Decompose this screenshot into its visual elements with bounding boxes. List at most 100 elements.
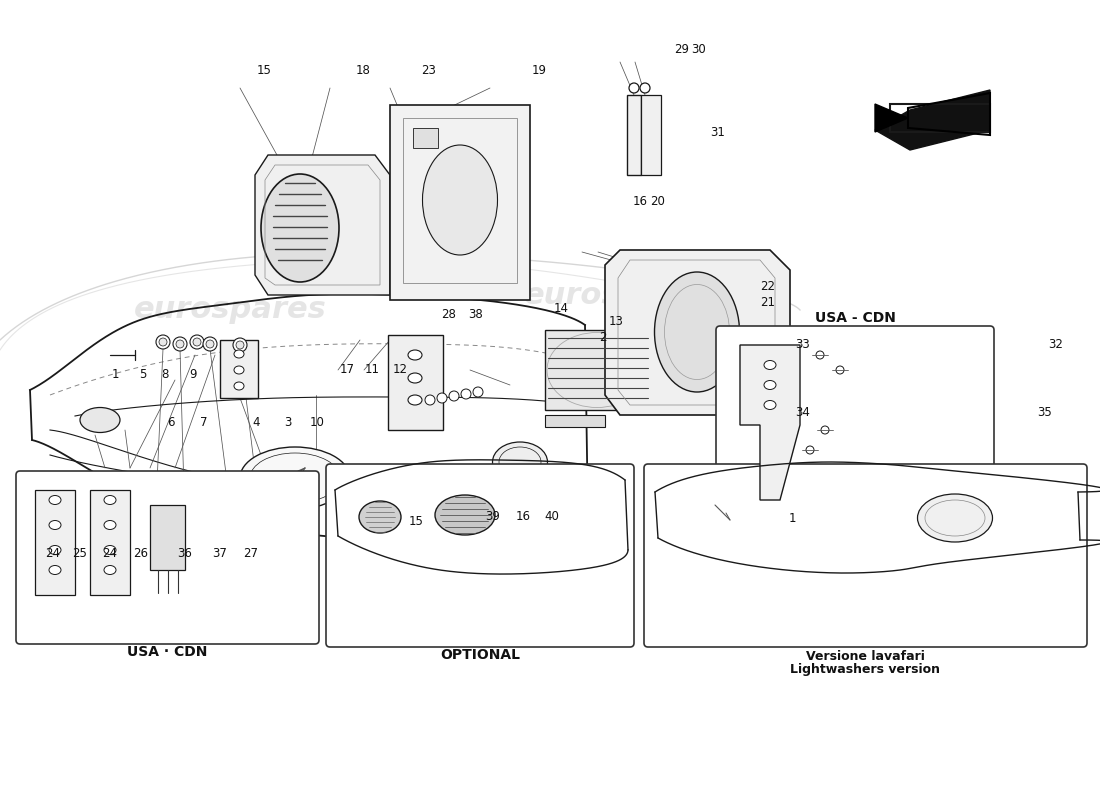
Ellipse shape [234, 366, 244, 374]
Text: 19: 19 [531, 64, 547, 77]
Text: 38: 38 [468, 308, 483, 321]
Text: 15: 15 [408, 515, 424, 528]
FancyBboxPatch shape [716, 326, 994, 514]
Text: 40: 40 [544, 510, 560, 522]
Text: 23: 23 [421, 64, 437, 77]
Circle shape [816, 351, 824, 359]
Text: 1: 1 [112, 368, 119, 381]
Text: 8: 8 [162, 368, 168, 381]
FancyBboxPatch shape [326, 464, 634, 647]
Text: 12: 12 [393, 363, 408, 376]
Circle shape [173, 337, 187, 351]
Text: 4: 4 [253, 416, 260, 429]
Text: 9: 9 [189, 368, 196, 381]
Circle shape [190, 335, 204, 349]
Circle shape [233, 338, 248, 352]
FancyBboxPatch shape [644, 464, 1087, 647]
Text: 26: 26 [133, 547, 148, 560]
Bar [220, 340, 258, 398]
Circle shape [836, 366, 844, 374]
Text: 32: 32 [1048, 338, 1064, 350]
Ellipse shape [104, 566, 116, 574]
Bar [544, 330, 650, 410]
Text: 18: 18 [355, 64, 371, 77]
Text: 3: 3 [285, 416, 292, 429]
Text: 31: 31 [710, 126, 725, 138]
Text: 13: 13 [608, 315, 624, 328]
Bar [390, 105, 530, 300]
Ellipse shape [80, 407, 120, 433]
Ellipse shape [408, 373, 422, 383]
Circle shape [821, 426, 829, 434]
Ellipse shape [50, 495, 60, 505]
Text: 24: 24 [102, 547, 118, 560]
Circle shape [206, 340, 214, 348]
Polygon shape [605, 250, 790, 415]
Ellipse shape [359, 501, 402, 533]
Text: 25: 25 [72, 547, 87, 560]
Circle shape [160, 338, 167, 346]
Text: 17: 17 [340, 363, 355, 376]
Circle shape [204, 337, 217, 351]
Text: 35: 35 [1037, 406, 1053, 418]
Text: 34: 34 [795, 406, 811, 418]
Ellipse shape [408, 395, 422, 405]
Circle shape [437, 393, 447, 403]
Text: USA - CDN: USA - CDN [815, 311, 895, 325]
Circle shape [449, 391, 459, 401]
Bar [90, 490, 130, 595]
Text: 28: 28 [441, 308, 456, 321]
Text: 7: 7 [200, 416, 207, 429]
Text: 33: 33 [795, 338, 811, 350]
Ellipse shape [104, 521, 116, 530]
Ellipse shape [422, 145, 497, 255]
Text: 30: 30 [691, 43, 706, 56]
Ellipse shape [240, 447, 350, 509]
Ellipse shape [764, 381, 776, 390]
Polygon shape [255, 155, 390, 295]
Ellipse shape [104, 546, 116, 554]
Ellipse shape [50, 521, 60, 530]
Ellipse shape [50, 546, 60, 554]
Text: 21: 21 [760, 296, 775, 309]
Circle shape [629, 83, 639, 93]
Text: 1: 1 [789, 512, 795, 525]
Bar [388, 335, 443, 430]
Bar [412, 128, 438, 148]
Text: Versione lavafari: Versione lavafari [806, 650, 925, 663]
Text: 39: 39 [485, 510, 501, 522]
Text: 16: 16 [516, 510, 531, 522]
Ellipse shape [261, 174, 339, 282]
Circle shape [192, 338, 201, 346]
FancyBboxPatch shape [16, 471, 319, 644]
Text: 11: 11 [364, 363, 380, 376]
Text: 16: 16 [632, 195, 648, 208]
Ellipse shape [408, 350, 422, 360]
Bar [641, 95, 661, 175]
Bar [150, 505, 185, 570]
Bar [403, 118, 517, 283]
Ellipse shape [917, 494, 992, 542]
Ellipse shape [434, 495, 495, 535]
Ellipse shape [50, 566, 60, 574]
Text: Lightwashers version: Lightwashers version [791, 662, 940, 675]
Polygon shape [740, 345, 800, 500]
Ellipse shape [234, 350, 244, 358]
Text: 10: 10 [309, 416, 324, 429]
Circle shape [425, 395, 435, 405]
Polygon shape [874, 90, 990, 150]
Text: 22: 22 [760, 280, 775, 293]
Circle shape [806, 446, 814, 454]
Text: 2: 2 [600, 331, 606, 344]
Ellipse shape [493, 442, 548, 482]
Ellipse shape [654, 272, 739, 392]
Bar [35, 490, 75, 595]
Circle shape [156, 335, 170, 349]
Polygon shape [874, 104, 907, 132]
Text: 37: 37 [212, 547, 228, 560]
Circle shape [461, 389, 471, 399]
Text: 29: 29 [674, 43, 690, 56]
Ellipse shape [764, 361, 776, 370]
Text: 27: 27 [243, 547, 258, 560]
Circle shape [640, 83, 650, 93]
